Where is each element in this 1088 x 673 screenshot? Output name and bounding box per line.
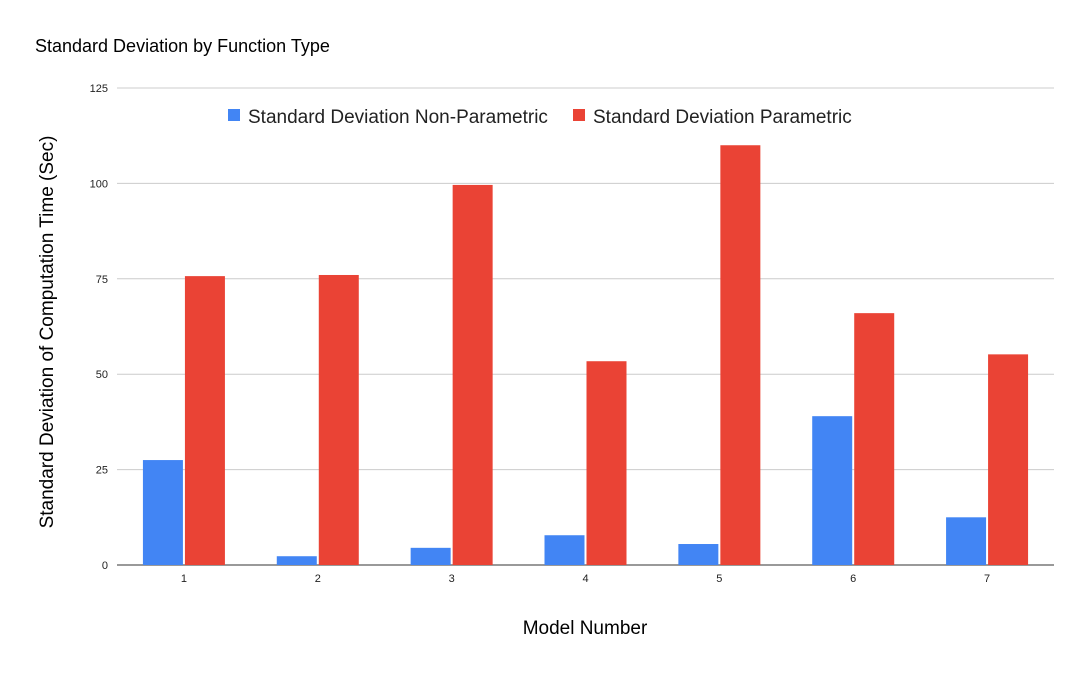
y-tick-label: 125 <box>90 83 108 95</box>
y-tick-label: 0 <box>102 560 108 572</box>
bar-parametric-3 <box>452 184 493 566</box>
x-tick-label: 4 <box>582 573 588 585</box>
legend-swatch-non-parametric <box>228 109 240 121</box>
y-axis-title: Standard Deviation of Computation Time (… <box>37 136 58 529</box>
y-tick-label: 100 <box>90 178 108 190</box>
gridlines <box>117 87 1054 566</box>
x-axis-ticks: 1 2 3 4 5 6 7 <box>181 573 990 585</box>
bar-parametric-5 <box>720 145 761 566</box>
bar-parametric-6 <box>854 313 895 565</box>
bar-non-parametric-6 <box>812 416 853 565</box>
bars <box>142 145 1029 566</box>
bar-non-parametric-3 <box>410 547 451 565</box>
bar-non-parametric-2 <box>276 556 317 565</box>
chart-title: Standard Deviation by Function Type <box>35 36 330 56</box>
legend-label-non-parametric: Standard Deviation Non-Parametric <box>248 107 548 128</box>
x-tick-label: 2 <box>315 573 321 585</box>
y-tick-label: 75 <box>96 274 108 286</box>
bar-non-parametric-4 <box>544 535 585 565</box>
bar-non-parametric-7 <box>946 517 987 565</box>
x-tick-label: 3 <box>449 573 455 585</box>
y-tick-label: 50 <box>96 369 108 381</box>
legend: Standard Deviation Non-Parametric Standa… <box>228 107 852 128</box>
bar-non-parametric-1 <box>142 460 183 565</box>
bar-parametric-2 <box>318 274 359 565</box>
x-tick-label: 1 <box>181 573 187 585</box>
x-tick-label: 5 <box>716 573 722 585</box>
x-tick-label: 7 <box>984 573 990 585</box>
bar-non-parametric-5 <box>678 544 719 565</box>
bar-parametric-7 <box>988 354 1029 565</box>
y-axis-ticks: 0 25 50 75 100 125 <box>90 83 108 572</box>
x-tick-label: 6 <box>850 573 856 585</box>
legend-swatch-parametric <box>573 109 585 121</box>
bar-parametric-4 <box>586 361 627 565</box>
y-tick-label: 25 <box>96 465 108 477</box>
legend-label-parametric: Standard Deviation Parametric <box>593 107 852 128</box>
bar-parametric-1 <box>184 276 225 565</box>
x-axis-title: Model Number <box>523 618 648 639</box>
